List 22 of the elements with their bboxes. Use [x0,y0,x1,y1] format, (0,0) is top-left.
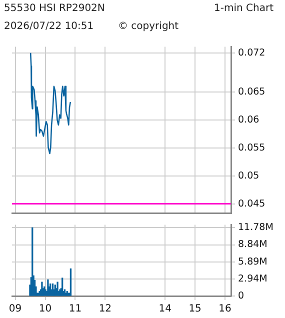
y-tick-label: 11.78M [238,222,274,234]
y-tick-label: 0.05 [238,170,260,182]
x-tick-label: 12 [98,304,112,315]
x-tick-label: 14 [158,304,172,315]
y-tick-label: 0.045 [238,198,266,210]
y-tick-label: 8.84M [238,239,268,250]
y-tick-label: 2.94M [238,273,268,284]
y-tick-label: 5.89M [238,256,268,268]
x-tick-label: 10 [38,304,52,315]
y-tick-label: 0 [238,290,244,302]
chart-title: 55530 HSI RP2902N [4,3,105,14]
y-tick-label: 0.072 [238,47,266,58]
text: 2026/07/22 10:51 [4,21,94,32]
chart-subtitle: 1-min Chart [214,3,274,14]
x-tick-label: 11 [68,304,82,315]
x-tick-label: 15 [188,304,202,315]
y-tick-label: 0.06 [238,114,260,126]
x-tick-label: 16 [218,304,232,315]
x-tick-label: 09 [8,304,22,315]
y-tick-label: 0.065 [238,86,266,98]
y-tick-label: 0.055 [238,142,266,154]
text: © copyright [118,21,179,32]
